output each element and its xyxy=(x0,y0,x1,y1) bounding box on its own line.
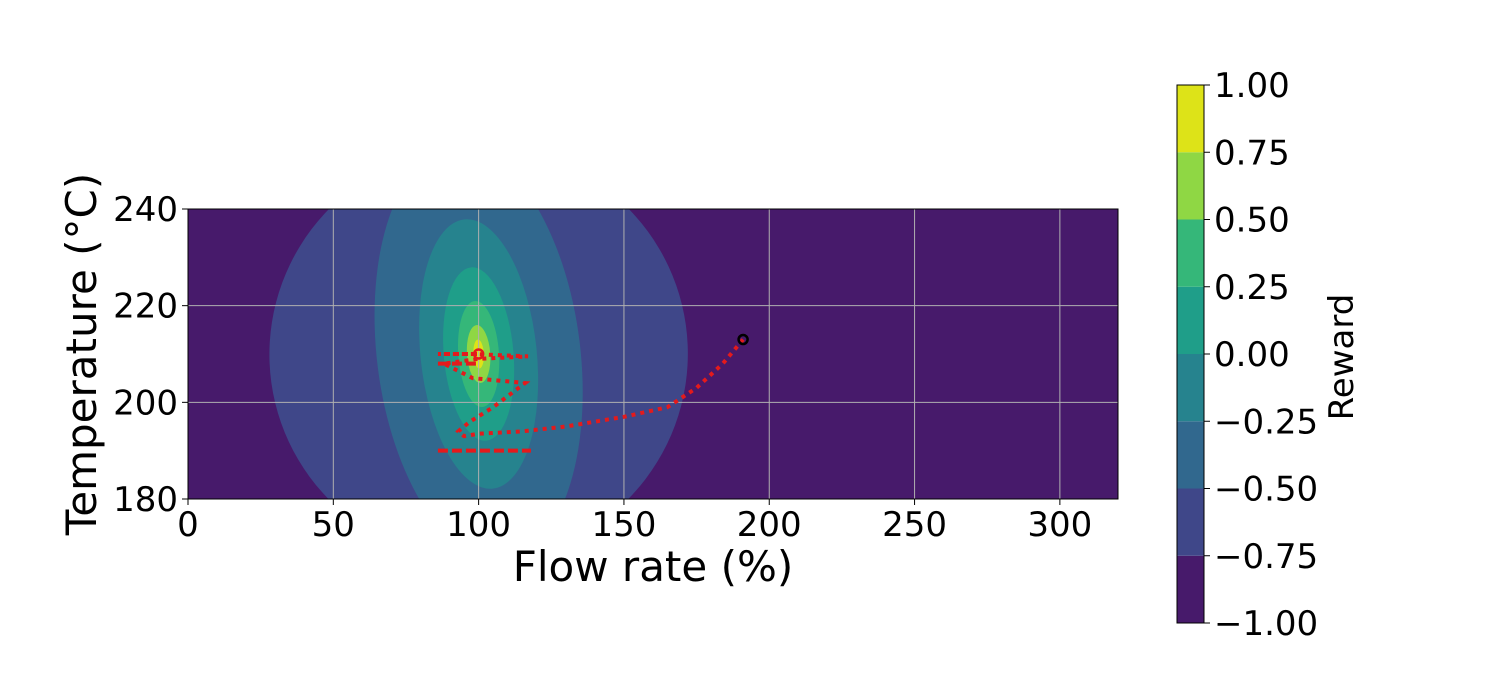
y-axis-ticks: 180 200 220 240 xyxy=(113,190,188,520)
x-tick-label: 300 xyxy=(1027,505,1092,545)
x-tick-label: 150 xyxy=(591,505,656,545)
colorbar-tick-label: 1.00 xyxy=(1214,66,1290,106)
trajectory-point-marker xyxy=(737,333,749,346)
colorbar-tick-label: 0.25 xyxy=(1214,268,1290,308)
x-tick-label: 50 xyxy=(312,505,355,545)
y-tick-label: 200 xyxy=(113,383,178,423)
colorbar-segment xyxy=(1177,85,1204,153)
colorbar-tick-label: 0.00 xyxy=(1214,335,1290,375)
trajectory-point-marker xyxy=(472,348,485,360)
colorbar-segment xyxy=(1177,555,1204,623)
x-tick-label: 0 xyxy=(177,505,199,545)
colorbar-tick-label: 0.75 xyxy=(1214,133,1290,173)
plot-frame xyxy=(187,208,1119,500)
colorbar-tick-label: −0.25 xyxy=(1214,402,1318,442)
colorbar-segment xyxy=(1177,219,1204,287)
colorbar-tick-label: 0.50 xyxy=(1214,201,1290,241)
colorbar-ticks: 1.00 0.75 0.50 0.25 0.00 −0.25 −0.50 −0.75 −1.00 xyxy=(1204,66,1318,644)
plot-area xyxy=(188,209,1118,499)
colorbar-segment xyxy=(1177,421,1204,489)
grid-lines xyxy=(188,209,1118,499)
y-tick-label: 180 xyxy=(113,480,178,520)
trajectory-markers xyxy=(472,333,749,360)
colorbar-tick-label: −0.75 xyxy=(1214,537,1318,577)
colorbar-tick-label: −0.50 xyxy=(1214,470,1318,510)
x-tick-label: 100 xyxy=(446,505,511,545)
y-axis-label: Temperature (°C) xyxy=(57,173,106,537)
colorbar-segment xyxy=(1177,152,1204,220)
colorbar-tick-label: −1.00 xyxy=(1214,604,1318,644)
y-tick-label: 220 xyxy=(113,287,178,327)
y-tick-label: 240 xyxy=(113,190,178,230)
trajectory-series xyxy=(437,338,745,453)
x-axis-label: Flow rate (%) xyxy=(513,542,794,591)
colorbar-segment xyxy=(1177,354,1204,422)
trajectory-dotted-line xyxy=(437,338,745,439)
x-tick-label: 200 xyxy=(737,505,802,545)
colorbar-segment xyxy=(1177,488,1204,556)
x-axis-ticks: 0 50 100 150 200 250 300 xyxy=(177,499,1092,545)
colorbar xyxy=(1177,85,1204,623)
x-tick-label: 250 xyxy=(882,505,947,545)
colorbar-label: Reward xyxy=(1322,294,1362,421)
colorbar-segment xyxy=(1177,286,1204,354)
